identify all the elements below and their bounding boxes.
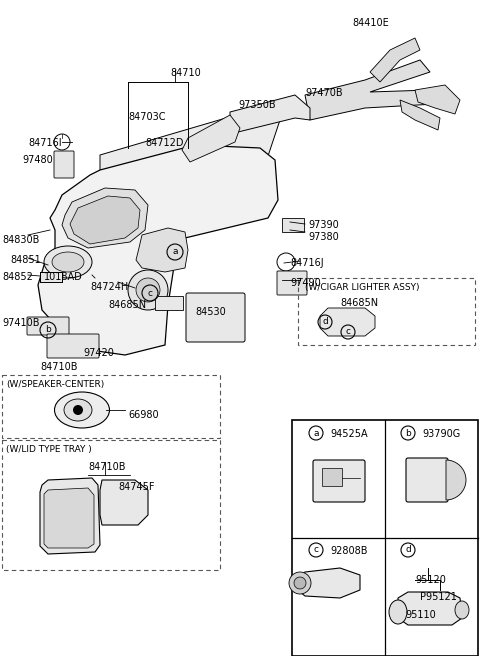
Text: 1018AD: 1018AD <box>44 272 83 282</box>
Text: b: b <box>45 325 51 335</box>
Bar <box>2 375 220 438</box>
Polygon shape <box>305 60 435 120</box>
Text: 84710: 84710 <box>170 68 201 78</box>
Text: 84830B: 84830B <box>2 235 39 245</box>
Polygon shape <box>370 38 420 82</box>
Text: 84703C: 84703C <box>128 112 166 122</box>
Polygon shape <box>230 95 310 132</box>
FancyBboxPatch shape <box>406 458 448 502</box>
Ellipse shape <box>52 252 84 272</box>
Circle shape <box>136 278 160 302</box>
Text: a: a <box>172 247 178 256</box>
FancyBboxPatch shape <box>27 317 69 335</box>
Text: 84716I: 84716I <box>28 138 61 148</box>
Ellipse shape <box>289 572 311 594</box>
Polygon shape <box>320 308 375 336</box>
Text: 84685N: 84685N <box>340 298 378 308</box>
Text: 84710B: 84710B <box>88 462 125 472</box>
Text: c: c <box>147 289 153 298</box>
Polygon shape <box>182 115 240 162</box>
Text: d: d <box>322 318 328 327</box>
Polygon shape <box>38 145 278 355</box>
Text: 97470B: 97470B <box>305 88 343 98</box>
Text: 84710B: 84710B <box>40 362 77 372</box>
Text: 84712D: 84712D <box>145 138 183 148</box>
Text: 84685N: 84685N <box>108 300 146 310</box>
Text: 97350B: 97350B <box>238 100 276 110</box>
Polygon shape <box>398 592 462 625</box>
Ellipse shape <box>294 577 306 589</box>
Ellipse shape <box>55 392 109 428</box>
Text: 97410B: 97410B <box>2 318 39 328</box>
Text: c: c <box>346 327 350 337</box>
Bar <box>298 278 475 345</box>
Ellipse shape <box>64 399 92 421</box>
Wedge shape <box>446 460 466 500</box>
Text: 84745F: 84745F <box>118 482 155 492</box>
Text: c: c <box>313 546 319 554</box>
Text: 84851: 84851 <box>10 255 41 265</box>
Polygon shape <box>70 196 140 244</box>
Polygon shape <box>415 85 460 114</box>
Polygon shape <box>100 480 148 525</box>
FancyBboxPatch shape <box>186 293 245 342</box>
Ellipse shape <box>455 601 469 619</box>
Circle shape <box>128 270 168 310</box>
Text: 92808B: 92808B <box>330 546 368 556</box>
Bar <box>40 272 62 282</box>
Text: 84724H: 84724H <box>90 282 128 292</box>
Text: 84530: 84530 <box>195 307 226 317</box>
FancyBboxPatch shape <box>277 271 307 295</box>
Polygon shape <box>295 568 360 598</box>
Text: 97390: 97390 <box>308 220 339 230</box>
Text: 84410E: 84410E <box>352 18 389 28</box>
Text: b: b <box>405 428 411 438</box>
Polygon shape <box>40 478 100 554</box>
Text: d: d <box>405 546 411 554</box>
Text: (W/SPEAKER-CENTER): (W/SPEAKER-CENTER) <box>6 380 104 389</box>
Bar <box>2 440 220 570</box>
Bar <box>322 468 342 486</box>
Bar <box>292 420 478 656</box>
Text: 97490: 97490 <box>290 278 321 288</box>
Text: 95110: 95110 <box>405 610 436 620</box>
Polygon shape <box>136 228 188 272</box>
Text: 84852: 84852 <box>2 272 33 282</box>
FancyBboxPatch shape <box>54 151 74 178</box>
Text: P95121: P95121 <box>420 592 457 602</box>
Text: (W/CIGAR LIGHTER ASSY): (W/CIGAR LIGHTER ASSY) <box>305 283 420 292</box>
Text: 97420: 97420 <box>83 348 114 358</box>
Ellipse shape <box>44 246 92 278</box>
Text: (W/LID TYPE TRAY ): (W/LID TYPE TRAY ) <box>6 445 92 454</box>
Text: 95120: 95120 <box>415 575 446 585</box>
Bar <box>155 296 183 310</box>
Text: 93790G: 93790G <box>422 429 460 439</box>
Polygon shape <box>62 188 148 248</box>
Circle shape <box>73 405 83 415</box>
FancyBboxPatch shape <box>313 460 365 502</box>
Text: 94525A: 94525A <box>330 429 368 439</box>
Polygon shape <box>44 488 94 548</box>
Text: 97480: 97480 <box>22 155 53 165</box>
Bar <box>282 218 304 232</box>
Ellipse shape <box>389 600 407 624</box>
Polygon shape <box>400 100 440 130</box>
Polygon shape <box>100 108 280 200</box>
FancyBboxPatch shape <box>47 334 99 358</box>
Text: a: a <box>313 428 319 438</box>
Text: 84716J: 84716J <box>290 258 324 268</box>
Text: 97380: 97380 <box>308 232 339 242</box>
Text: 66980: 66980 <box>128 410 158 420</box>
